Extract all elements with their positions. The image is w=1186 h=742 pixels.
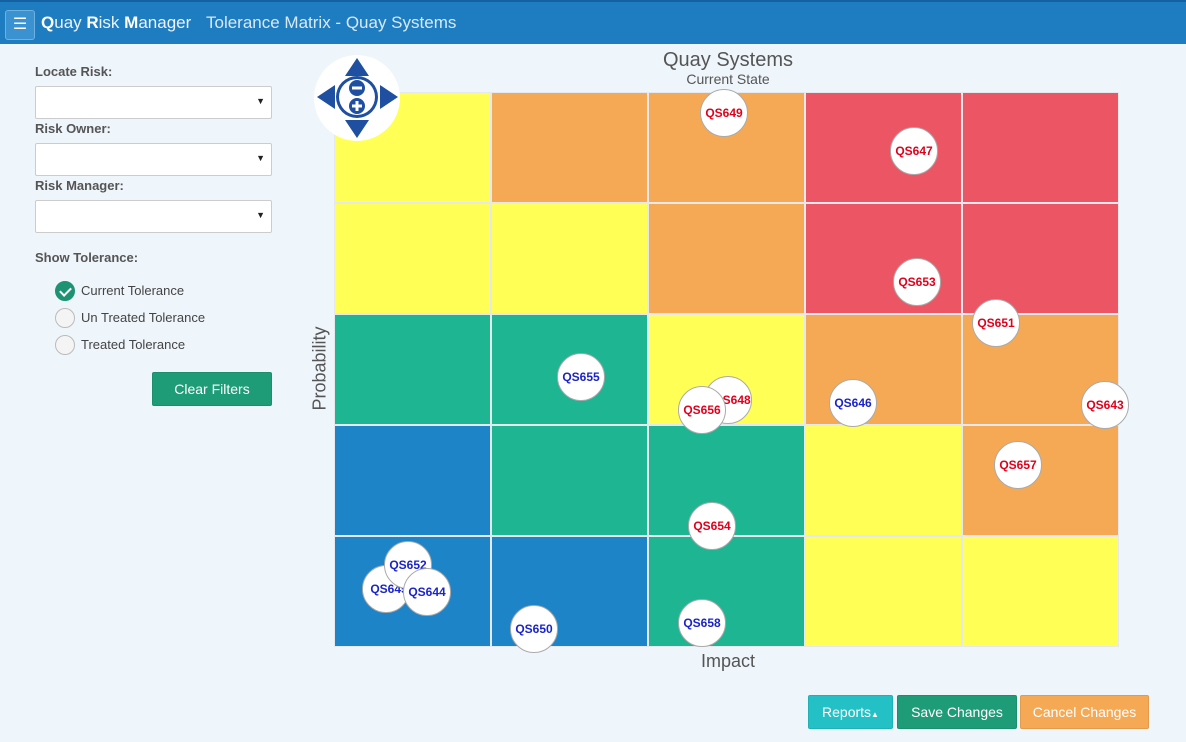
risk-bubble[interactable]: QS650 — [510, 605, 558, 653]
risk-bubble[interactable]: QS643 — [1081, 381, 1129, 429]
zoom-out-icon[interactable] — [349, 80, 365, 96]
radio-unchecked-icon[interactable] — [55, 308, 75, 328]
arrow-down-icon[interactable] — [345, 120, 369, 138]
risk-bubble[interactable]: QS649 — [700, 89, 748, 137]
risk-matrix-grid — [334, 92, 1119, 647]
show-tolerance-label: Show Tolerance: — [35, 250, 139, 265]
radio-label: Treated Tolerance — [81, 337, 186, 352]
reports-button[interactable]: Reports▲ — [808, 695, 893, 729]
arrow-left-icon[interactable] — [317, 85, 335, 109]
matrix-cell — [806, 204, 961, 313]
pan-zoom-control — [314, 55, 400, 141]
risk-bubble[interactable]: QS652 — [384, 541, 432, 589]
brand-initial-m: M — [124, 13, 139, 32]
risk-manager-label: Risk Manager: — [35, 178, 124, 193]
brand-text-manager: anager — [138, 13, 192, 32]
risk-owner-select[interactable]: ▼ — [35, 143, 272, 176]
matrix-cell — [492, 93, 647, 202]
caret-up-icon: ▲ — [871, 710, 879, 719]
dropdown-arrow-icon: ▼ — [256, 210, 265, 220]
brand-text-risk: isk — [98, 13, 125, 32]
risk-bubble[interactable]: QS654 — [688, 502, 736, 550]
risk-owner-label: Risk Owner: — [35, 121, 111, 136]
risk-bubble[interactable]: QS647 — [890, 127, 938, 175]
matrix-cell — [806, 537, 961, 646]
matrix-cell — [335, 204, 490, 313]
matrix-cell — [963, 426, 1118, 535]
matrix-cell — [963, 93, 1118, 202]
radio-unchecked-icon[interactable] — [55, 335, 75, 355]
matrix-cell — [492, 204, 647, 313]
risk-bubble[interactable]: QS644 — [403, 568, 451, 616]
top-navbar: ☰ Quay Risk Manager Tolerance Matrix - Q… — [0, 0, 1186, 44]
risk-bubble[interactable]: QS656 — [678, 386, 726, 434]
matrix-cell — [649, 204, 804, 313]
risk-manager-select[interactable]: ▼ — [35, 200, 272, 233]
risk-bubble[interactable]: QS658 — [678, 599, 726, 647]
locate-risk-label: Locate Risk: — [35, 64, 113, 79]
radio-label: Current Tolerance — [81, 283, 185, 298]
matrix-title: Quay Systems — [662, 49, 794, 71]
app-brand[interactable]: Quay Risk Manager — [41, 13, 191, 33]
dropdown-arrow-icon: ▼ — [256, 96, 265, 106]
matrix-cell — [963, 204, 1118, 313]
matrix-cell — [492, 426, 647, 535]
page-title: Tolerance Matrix - Quay Systems — [206, 13, 457, 32]
risk-bubble[interactable]: QS657 — [994, 441, 1042, 489]
x-axis-label: Impact — [700, 651, 756, 671]
radio-label: Un Treated Tolerance — [81, 310, 206, 325]
matrix-cell — [335, 426, 490, 535]
clear-filters-button[interactable]: Clear Filters — [152, 372, 272, 406]
locate-risk-select[interactable]: ▼ — [35, 86, 272, 119]
brand-text-quay: uay — [54, 13, 87, 32]
matrix-cell — [649, 537, 804, 646]
save-changes-button[interactable]: Save Changes — [897, 695, 1017, 729]
matrix-cell — [963, 537, 1118, 646]
risk-bubble[interactable]: QS655 — [557, 353, 605, 401]
radio-checked-icon[interactable] — [55, 281, 75, 301]
cancel-changes-button[interactable]: Cancel Changes — [1020, 695, 1149, 729]
risk-bubble[interactable]: QS653 — [893, 258, 941, 306]
reports-label: Reports — [822, 704, 872, 720]
matrix-cell — [806, 426, 961, 535]
brand-initial-r: R — [86, 13, 99, 32]
risk-bubble[interactable]: QS646 — [829, 379, 877, 427]
zoom-in-icon[interactable] — [349, 98, 365, 114]
dropdown-arrow-icon: ▼ — [256, 153, 265, 163]
matrix-cell — [335, 315, 490, 424]
matrix-subtitle: Current State — [686, 71, 770, 87]
hamburger-icon[interactable]: ☰ — [5, 10, 35, 40]
y-axis-label: Probability — [309, 326, 330, 411]
arrow-up-icon[interactable] — [345, 58, 369, 76]
arrow-right-icon[interactable] — [380, 85, 398, 109]
brand-initial-q: Q — [41, 13, 55, 32]
risk-bubble[interactable]: QS651 — [972, 299, 1020, 347]
